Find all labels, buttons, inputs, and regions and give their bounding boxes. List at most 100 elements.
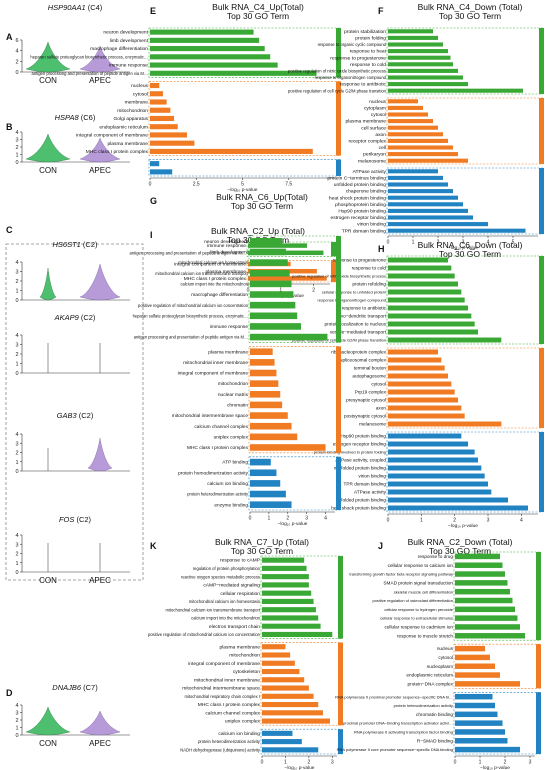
- category-strip-bp: [338, 556, 343, 639]
- bar-bp: [262, 582, 309, 588]
- violin-y-tick-label: 3: [15, 542, 18, 548]
- bar-bp: [262, 574, 309, 580]
- violin-panel-hsp90aa1: A HSP90AA1 (C4) 6 4 2 0 CON APEC: [6, 3, 130, 85]
- bar-label: MHC class I protein complex: [187, 445, 249, 451]
- bar-label: endoplasmic reticulum: [406, 673, 453, 678]
- bar-label: cytoplasm: [364, 106, 386, 112]
- bar-mf: [388, 175, 443, 180]
- bar-label: cytoskeleton: [233, 669, 260, 675]
- bar-mf: [388, 215, 473, 220]
- bar-label: phosphoprotein binding: [335, 202, 386, 208]
- bar-label: heat shock protein binding: [329, 195, 386, 201]
- x-tick-label: 3: [529, 760, 532, 766]
- bar-label: virion binding: [358, 474, 386, 479]
- bar-mf: [262, 730, 293, 736]
- bar-label: positive regulation of mitochondrial cal…: [148, 632, 261, 637]
- bar-label: calcium ion binding: [207, 481, 248, 487]
- bar-label: protein−DNA complex: [408, 681, 454, 686]
- bar-bp: [388, 55, 451, 60]
- x-tick-label: 2: [437, 240, 440, 246]
- bar-bp: [455, 588, 510, 595]
- bar-label: nucleus: [131, 83, 148, 89]
- bar-cc: [150, 140, 195, 146]
- x-tick-label: 0: [261, 760, 264, 766]
- x-tick-label: 0: [387, 518, 390, 524]
- bar-cc: [388, 389, 455, 395]
- panel-letter: I: [150, 230, 153, 240]
- violin-x-label-apec: APEC: [89, 576, 111, 585]
- panel-letter: E: [150, 6, 156, 16]
- bar-label: protein heterodimerization activity: [187, 492, 249, 497]
- bar-label: positive regulation of nitric oxide bios…: [288, 69, 386, 74]
- bar-label: cellular response to hydrogen peroxide: [384, 607, 453, 612]
- violin-gene-title: HSPA8 (C6): [55, 113, 96, 122]
- bar-mf: [388, 481, 488, 487]
- bar-cc: [250, 433, 298, 441]
- bar-cc: [388, 158, 468, 163]
- bar-mf: [455, 746, 520, 753]
- bar-cc: [388, 365, 445, 371]
- violin-y-tick-label: 0: [15, 160, 18, 166]
- bar-label: unfolded protein binding: [334, 182, 386, 188]
- x-tick-label: 3: [462, 240, 465, 246]
- bar-mf: [250, 458, 271, 466]
- bar-label: cell surface: [361, 125, 386, 131]
- chart-title: Bulk RNA_C4_Down (Total): [418, 2, 523, 12]
- bar-label: integral component of membrane: [76, 133, 148, 139]
- x-tick-label: 1: [479, 760, 482, 766]
- bar-bp: [455, 633, 525, 639]
- violin-y-tick-label: 0: [15, 570, 18, 576]
- category-strip-cc: [539, 98, 544, 164]
- bar-mf: [388, 222, 488, 227]
- bar-label: Hsp90 protein binding: [338, 209, 386, 215]
- bar-label: cytosol: [371, 112, 386, 118]
- bar-label: protein refolding: [352, 282, 386, 287]
- bar-mf: [455, 693, 493, 700]
- bar-mf: [388, 473, 485, 479]
- violin-y-tick-label: 4: [15, 49, 18, 55]
- bar-bp: [150, 54, 271, 60]
- bar-cc: [150, 91, 163, 97]
- panel-letter: A: [6, 32, 13, 42]
- bar-label: ATPase activity, coupled: [335, 458, 386, 463]
- cluster-label: (C6): [79, 113, 96, 122]
- bar-mf: [388, 489, 492, 495]
- bar-label: presynaptic cytosol: [346, 398, 386, 403]
- bar-label: cytosol: [371, 382, 386, 387]
- violin-apec: [79, 45, 121, 73]
- x-tick-label: 1: [279, 288, 282, 294]
- bar-cc: [388, 357, 442, 363]
- bar-cc: [250, 380, 279, 387]
- bar-label: mitochondrial inner membrane: [183, 360, 248, 366]
- category-strip-mf: [539, 168, 544, 234]
- bar-mf: [262, 747, 319, 753]
- bar-label: ribonucleoprotein complex: [331, 350, 386, 355]
- chart-subtitle: Top 30 GO Term: [429, 546, 491, 556]
- x-tick-label: 2.5: [193, 182, 200, 188]
- bar-mf: [455, 720, 503, 726]
- bar-label: cell: [379, 145, 386, 151]
- violin-gene-title: GAB3 (C2): [57, 411, 94, 420]
- bar-label: positive regulation of cell cycle G2/M p…: [288, 88, 387, 93]
- bar-cc: [388, 105, 423, 110]
- violin-y-tick-label: 1: [15, 362, 18, 368]
- category-strip-mf: [338, 729, 343, 754]
- bar-bp: [388, 265, 452, 271]
- bar-label: protein stabilization: [344, 29, 386, 35]
- category-frame-mf: [248, 456, 341, 511]
- bar-label: terminal bouton: [354, 366, 387, 371]
- chart-title: Bulk RNA_C7_Up (Total): [215, 537, 309, 547]
- x-tick-label: 0: [387, 240, 390, 246]
- x-tick-label: 3: [487, 518, 490, 524]
- bar-label: neuron development: [103, 30, 148, 36]
- x-tick-label: 4: [520, 518, 523, 524]
- bar-cc: [150, 115, 175, 122]
- violin-x-label-con: CON: [39, 76, 57, 85]
- bar-mf: [250, 469, 277, 477]
- bar-cc: [388, 125, 438, 130]
- bar-bp: [250, 301, 296, 309]
- x-axis-label: −log₁₀ p-value: [228, 187, 258, 193]
- bar-mf: [388, 208, 468, 213]
- violin-y-tick-label: 2: [15, 718, 18, 724]
- bar-cc: [262, 718, 330, 724]
